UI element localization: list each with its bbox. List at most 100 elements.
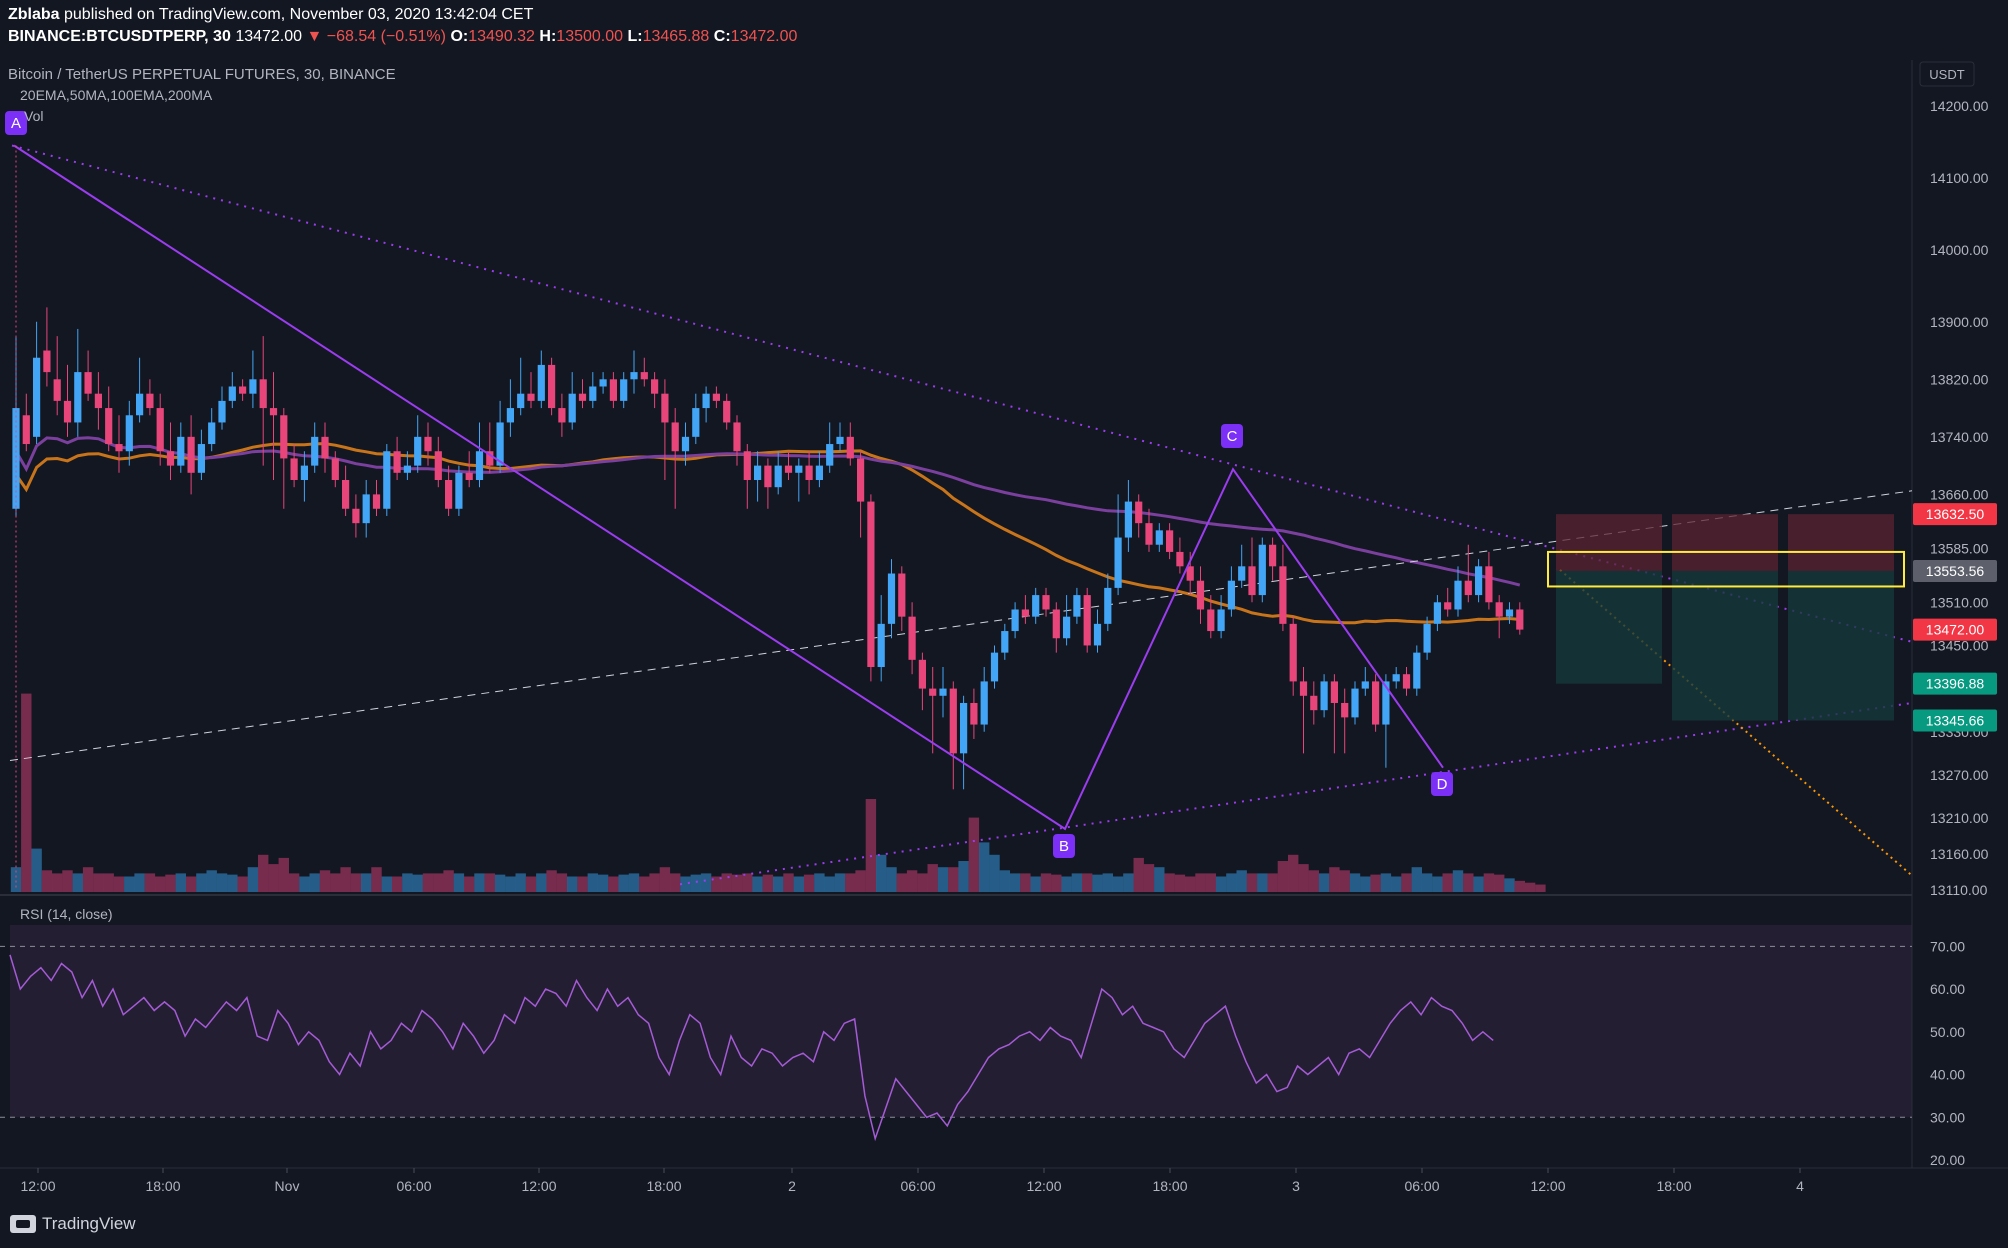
candle-body xyxy=(846,436,854,459)
candle-body xyxy=(239,386,247,394)
volume-bar xyxy=(1030,876,1041,892)
volume-bar xyxy=(1514,880,1525,892)
volume-bar xyxy=(1185,876,1196,892)
volume-bar xyxy=(268,864,279,892)
candle-body xyxy=(1495,602,1503,617)
volume-bar xyxy=(1040,873,1052,892)
candle-body xyxy=(857,458,865,502)
candle-body xyxy=(1042,595,1050,610)
stop-loss-zone xyxy=(1556,514,1662,571)
volume-bar xyxy=(206,870,217,892)
indicators-legend[interactable]: 20EMA,50MA,100EMA,200MA xyxy=(20,87,213,103)
candle-body xyxy=(548,364,556,409)
volume-bar xyxy=(1504,878,1515,892)
volume-bar xyxy=(1257,873,1268,892)
publish-line: Zblaba published on TradingView.com, Nov… xyxy=(8,6,533,24)
time-tick-label: 06:00 xyxy=(900,1178,935,1194)
candle-body xyxy=(1423,623,1431,653)
series-legend[interactable]: Bitcoin / TetherUS PERPETUAL FUTURES, 30… xyxy=(8,66,396,83)
candle-body xyxy=(125,415,133,452)
candle-body xyxy=(681,436,690,452)
volume-bar xyxy=(845,873,856,892)
volume-bar xyxy=(906,870,918,892)
candle-body xyxy=(506,408,514,423)
candle-body xyxy=(877,623,885,668)
candle-body xyxy=(1166,530,1174,552)
candle-body xyxy=(465,472,473,480)
candle-body xyxy=(599,379,607,387)
volume-bar xyxy=(1370,874,1381,892)
rsi-legend[interactable]: RSI (14, close) xyxy=(20,906,113,922)
ohlc-line: BINANCE:BTCUSDTPERP, 30 13472.00 ▼ −68.5… xyxy=(8,28,797,46)
pattern-point-label: B xyxy=(1059,838,1069,855)
volume-bar xyxy=(288,873,300,892)
candle-body xyxy=(177,436,185,466)
candle-body xyxy=(74,372,82,423)
candle-body xyxy=(692,408,700,437)
volume-legend[interactable]: Vol xyxy=(24,108,44,124)
candle-body xyxy=(1011,609,1019,632)
time-tick-label: 12:00 xyxy=(1026,1178,1061,1194)
volume-bar xyxy=(1494,874,1505,892)
candle-body xyxy=(1341,702,1349,718)
volume-bar xyxy=(1061,876,1072,892)
candle-body xyxy=(197,444,205,473)
volume-bar xyxy=(1524,882,1536,892)
publisher-name[interactable]: Zblaba xyxy=(8,6,60,23)
candle-body xyxy=(290,458,298,480)
candle-body xyxy=(342,480,350,509)
candle-body xyxy=(1227,580,1235,610)
candle-body xyxy=(1238,566,1246,581)
candle-body xyxy=(1279,566,1287,624)
volume-bar xyxy=(1318,873,1330,892)
rsi-band xyxy=(10,925,1912,1118)
candle-body xyxy=(1124,501,1132,538)
candle-body xyxy=(589,386,597,401)
volume-bar xyxy=(1360,876,1371,892)
candle-body xyxy=(1186,566,1194,581)
volume-bar xyxy=(608,876,619,892)
candle-body xyxy=(609,379,617,401)
volume-bar xyxy=(1535,884,1546,892)
volume-bar xyxy=(917,873,928,892)
volume-bar xyxy=(515,873,526,892)
time-tick-label: 4 xyxy=(1796,1178,1804,1194)
volume-bar xyxy=(948,867,959,892)
currency-badge xyxy=(1919,61,1975,87)
volume-bar xyxy=(1432,876,1443,892)
time-tick-label: 12:00 xyxy=(521,1178,556,1194)
candle-body xyxy=(486,451,494,466)
candle-body xyxy=(331,458,339,480)
volume-bar xyxy=(876,854,887,892)
candle-body xyxy=(228,386,236,401)
volume-bar xyxy=(1133,857,1144,892)
volume-bar xyxy=(783,873,794,892)
volume-bar xyxy=(330,873,341,892)
candle-body xyxy=(568,393,576,423)
candle-body xyxy=(94,393,102,409)
candle-body xyxy=(84,372,92,394)
candle-body xyxy=(53,379,61,401)
tradingview-logo[interactable]: TradingView xyxy=(10,1214,136,1234)
volume-bar xyxy=(1164,873,1175,892)
time-tick-label: 2 xyxy=(788,1178,796,1194)
candle-body xyxy=(1104,587,1112,624)
price-tick-label: 13585.00 xyxy=(1930,540,1989,556)
volume-bar xyxy=(237,876,248,892)
volume-bar xyxy=(175,873,186,892)
volume-bar xyxy=(670,873,681,892)
volume-bar xyxy=(1391,876,1402,892)
volume-bar xyxy=(144,873,156,892)
volume-bar xyxy=(113,876,125,892)
volume-bar xyxy=(391,876,403,892)
symbol-label[interactable]: BINANCE:BTCUSDTPERP, 30 xyxy=(8,28,231,45)
take-profit-zone xyxy=(1788,570,1894,721)
volume-bar xyxy=(1071,873,1083,892)
volume-bar xyxy=(371,867,382,892)
candle-body xyxy=(1248,566,1256,596)
candle-body xyxy=(1289,623,1297,682)
volume-bar xyxy=(1246,873,1258,892)
volume-bar xyxy=(494,874,506,892)
